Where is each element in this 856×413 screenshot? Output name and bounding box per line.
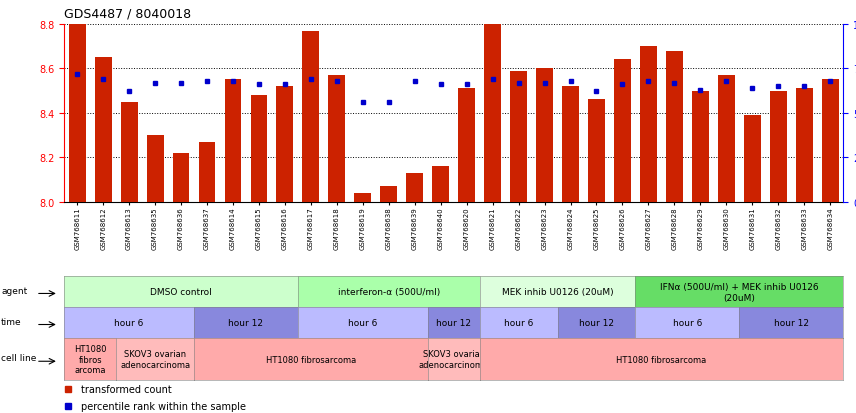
Text: hour 12: hour 12 [774, 319, 809, 328]
Bar [588, 100, 605, 202]
Bar [224, 80, 241, 202]
Bar [407, 173, 423, 202]
Bar [329, 76, 345, 202]
Bar [380, 187, 397, 202]
Text: transformed count: transformed count [81, 384, 172, 394]
Text: SKOV3 ovarian
adenocarcinoma: SKOV3 ovarian adenocarcinoma [419, 350, 489, 369]
Text: HT1080
fibros
arcoma: HT1080 fibros arcoma [74, 344, 106, 374]
Bar [432, 167, 449, 202]
Bar [484, 25, 501, 202]
Bar [68, 25, 86, 202]
Bar [199, 142, 216, 202]
Bar [173, 154, 189, 202]
Bar [251, 96, 267, 202]
Text: MEK inhib U0126 (20uM): MEK inhib U0126 (20uM) [502, 288, 614, 297]
Text: percentile rank within the sample: percentile rank within the sample [81, 401, 247, 411]
Bar [744, 116, 761, 202]
Bar [692, 91, 709, 202]
Text: IFNα (500U/ml) + MEK inhib U0126
(20uM): IFNα (500U/ml) + MEK inhib U0126 (20uM) [660, 282, 818, 302]
Bar [796, 89, 812, 202]
Text: HT1080 fibrosarcoma: HT1080 fibrosarcoma [265, 355, 356, 364]
Bar [666, 52, 683, 202]
Bar [354, 194, 372, 202]
Text: hour 12: hour 12 [229, 319, 264, 328]
Text: SKOV3 ovarian
adenocarcinoma: SKOV3 ovarian adenocarcinoma [120, 350, 190, 369]
Bar [718, 76, 734, 202]
Text: interferon-α (500U/ml): interferon-α (500U/ml) [337, 288, 440, 297]
Bar [640, 47, 657, 202]
Text: GDS4487 / 8040018: GDS4487 / 8040018 [64, 8, 192, 21]
Text: time: time [1, 317, 21, 326]
Bar [121, 102, 138, 202]
Text: hour 6: hour 6 [115, 319, 144, 328]
Text: hour 12: hour 12 [579, 319, 614, 328]
Text: hour 6: hour 6 [504, 319, 533, 328]
Bar [95, 58, 111, 202]
Bar [822, 80, 839, 202]
Bar [614, 60, 631, 202]
Bar [146, 136, 163, 202]
Bar [302, 31, 319, 202]
Bar [536, 69, 553, 202]
Text: cell line: cell line [1, 353, 37, 362]
Text: hour 6: hour 6 [348, 319, 377, 328]
Bar [562, 87, 579, 202]
Text: hour 12: hour 12 [437, 319, 471, 328]
Text: DMSO control: DMSO control [150, 288, 212, 297]
Text: agent: agent [1, 286, 27, 295]
Bar [770, 91, 787, 202]
Bar [510, 71, 527, 202]
Text: HT1080 fibrosarcoma: HT1080 fibrosarcoma [616, 355, 706, 364]
Bar [276, 87, 294, 202]
Text: hour 6: hour 6 [673, 319, 702, 328]
Bar [458, 89, 475, 202]
